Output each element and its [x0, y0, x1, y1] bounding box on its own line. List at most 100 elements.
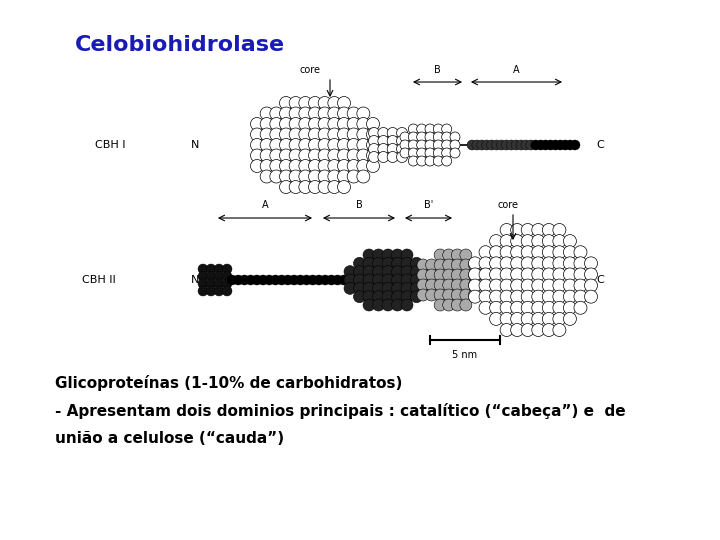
Circle shape — [490, 279, 503, 292]
Circle shape — [318, 107, 331, 120]
Circle shape — [521, 279, 534, 292]
Circle shape — [441, 124, 451, 134]
Circle shape — [198, 279, 208, 289]
Circle shape — [397, 136, 408, 146]
Circle shape — [378, 136, 389, 146]
Circle shape — [500, 290, 513, 303]
Circle shape — [401, 266, 413, 278]
Circle shape — [328, 159, 341, 172]
Circle shape — [532, 290, 545, 303]
Circle shape — [490, 234, 503, 248]
Circle shape — [338, 180, 351, 193]
Circle shape — [510, 279, 523, 292]
Circle shape — [354, 266, 366, 278]
Circle shape — [318, 159, 331, 172]
Circle shape — [382, 258, 394, 269]
Circle shape — [441, 140, 451, 150]
Circle shape — [308, 159, 322, 172]
Circle shape — [328, 128, 341, 141]
Circle shape — [426, 289, 438, 301]
Circle shape — [357, 149, 370, 162]
Circle shape — [378, 144, 389, 154]
Circle shape — [354, 258, 366, 269]
Circle shape — [289, 118, 302, 131]
Circle shape — [318, 149, 331, 162]
Circle shape — [553, 246, 566, 259]
Circle shape — [532, 246, 545, 259]
Circle shape — [308, 118, 322, 131]
Circle shape — [553, 312, 566, 326]
Circle shape — [382, 274, 394, 286]
Circle shape — [532, 301, 545, 314]
Circle shape — [347, 107, 360, 120]
Circle shape — [289, 149, 302, 162]
Circle shape — [289, 107, 302, 120]
Circle shape — [270, 128, 283, 141]
Circle shape — [387, 136, 398, 146]
Circle shape — [526, 140, 536, 150]
Circle shape — [289, 97, 302, 110]
Circle shape — [417, 140, 427, 150]
Circle shape — [320, 275, 330, 285]
Circle shape — [299, 128, 312, 141]
Circle shape — [318, 180, 331, 193]
Circle shape — [372, 291, 384, 302]
Circle shape — [251, 128, 264, 141]
Circle shape — [564, 312, 577, 326]
Circle shape — [270, 107, 283, 120]
Circle shape — [450, 140, 460, 150]
Circle shape — [451, 279, 463, 291]
Circle shape — [392, 249, 403, 261]
Circle shape — [564, 257, 577, 270]
Circle shape — [479, 246, 492, 259]
Circle shape — [490, 301, 503, 314]
Circle shape — [206, 264, 216, 274]
Circle shape — [417, 132, 427, 142]
Circle shape — [387, 144, 398, 154]
Circle shape — [279, 97, 292, 110]
Circle shape — [420, 282, 432, 294]
Circle shape — [443, 299, 455, 311]
Circle shape — [585, 257, 598, 270]
Circle shape — [417, 289, 429, 301]
Circle shape — [417, 156, 427, 166]
Circle shape — [467, 140, 477, 150]
Circle shape — [279, 149, 292, 162]
Circle shape — [366, 159, 379, 172]
Circle shape — [450, 148, 460, 158]
Circle shape — [279, 118, 292, 131]
Text: A: A — [513, 65, 520, 75]
Circle shape — [469, 257, 482, 270]
Circle shape — [369, 127, 379, 138]
Circle shape — [469, 268, 482, 281]
Circle shape — [401, 291, 413, 302]
Circle shape — [222, 279, 232, 289]
Circle shape — [553, 257, 566, 270]
Circle shape — [541, 140, 551, 150]
Circle shape — [222, 264, 232, 274]
Circle shape — [460, 299, 472, 311]
Circle shape — [214, 286, 224, 296]
Circle shape — [521, 301, 534, 314]
Circle shape — [328, 107, 341, 120]
Circle shape — [490, 312, 503, 326]
Circle shape — [542, 234, 555, 248]
Circle shape — [401, 274, 413, 286]
Circle shape — [564, 301, 577, 314]
Circle shape — [434, 269, 446, 281]
Circle shape — [289, 275, 299, 285]
Circle shape — [510, 268, 523, 281]
Circle shape — [338, 159, 351, 172]
Circle shape — [347, 128, 360, 141]
Circle shape — [246, 275, 256, 285]
Circle shape — [585, 279, 598, 292]
Circle shape — [532, 268, 545, 281]
Circle shape — [289, 138, 302, 152]
Circle shape — [363, 249, 375, 261]
Circle shape — [574, 257, 587, 270]
Circle shape — [338, 97, 351, 110]
Circle shape — [434, 289, 446, 301]
Circle shape — [392, 274, 403, 286]
Circle shape — [425, 132, 435, 142]
Circle shape — [574, 268, 587, 281]
